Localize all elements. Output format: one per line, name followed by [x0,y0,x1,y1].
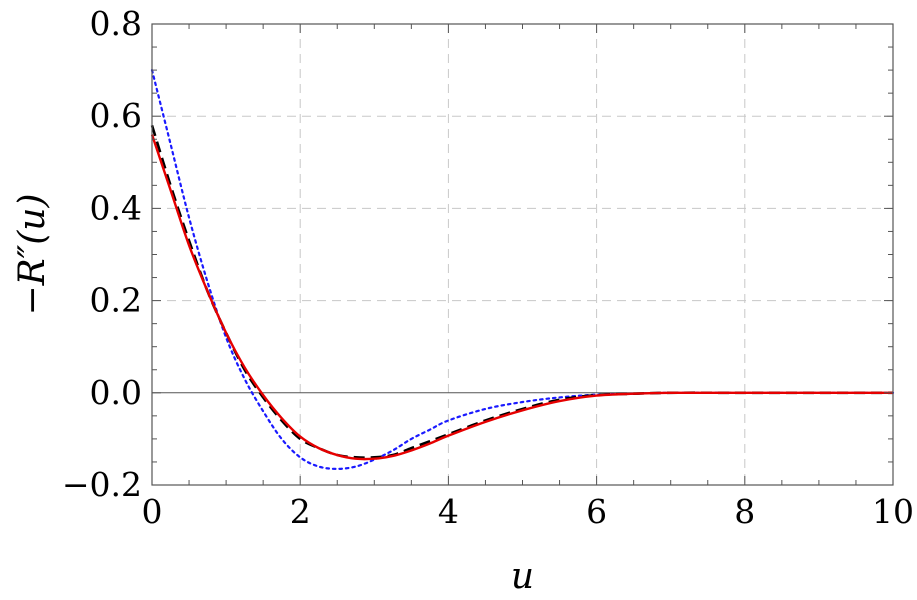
x-tick-label: 4 [438,492,459,531]
y-tick-label: 0.0 [90,373,142,412]
plot-frame [151,23,894,486]
x-tick-labels: 0 2 4 6 8 10 [142,492,915,531]
x-tick-label: 10 [872,492,914,531]
series-line-solid [150,134,893,461]
grid-lines [152,24,893,485]
x-tick-label: 8 [734,492,755,531]
x-tick-label: 2 [290,492,311,531]
x-tick-label: 0 [142,492,163,531]
y-tick-label: −0.2 [62,465,142,504]
tick-marks [151,23,894,486]
y-tick-label: 0.4 [90,188,142,227]
series-line-dashed [150,125,893,459]
y-tick-labels: −0.2 0.0 0.2 0.4 0.6 0.8 [62,4,142,504]
y-tick-label: 0.8 [90,4,142,43]
series-lines [150,69,895,470]
x-tick-label: 6 [586,492,607,531]
y-tick-label: 0.2 [90,281,142,320]
y-axis-title: −R″(u) [12,194,53,316]
y-tick-label: 0.6 [90,96,142,135]
x-axis-title: u [511,556,534,597]
